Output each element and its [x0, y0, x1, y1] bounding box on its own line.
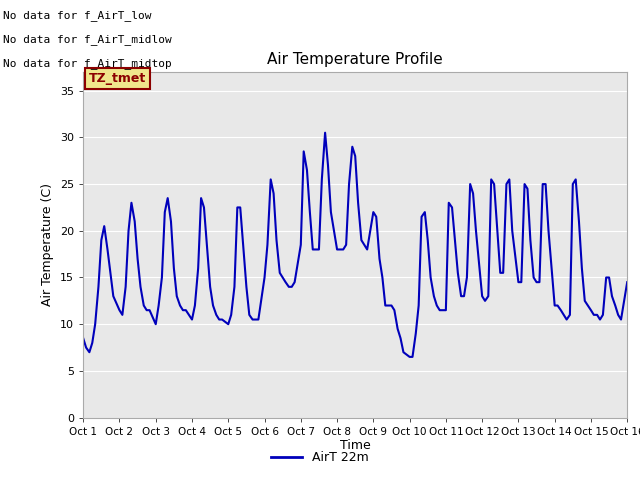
Text: No data for f_AirT_midlow: No data for f_AirT_midlow [3, 34, 172, 45]
Text: TZ_tmet: TZ_tmet [88, 72, 146, 85]
X-axis label: Time: Time [340, 439, 371, 453]
Title: Air Temperature Profile: Air Temperature Profile [268, 52, 443, 67]
Legend: AirT 22m: AirT 22m [266, 446, 374, 469]
Text: No data for f_AirT_midtop: No data for f_AirT_midtop [3, 58, 172, 69]
Y-axis label: Air Temperature (C): Air Temperature (C) [42, 183, 54, 306]
Text: No data for f_AirT_low: No data for f_AirT_low [3, 10, 152, 21]
